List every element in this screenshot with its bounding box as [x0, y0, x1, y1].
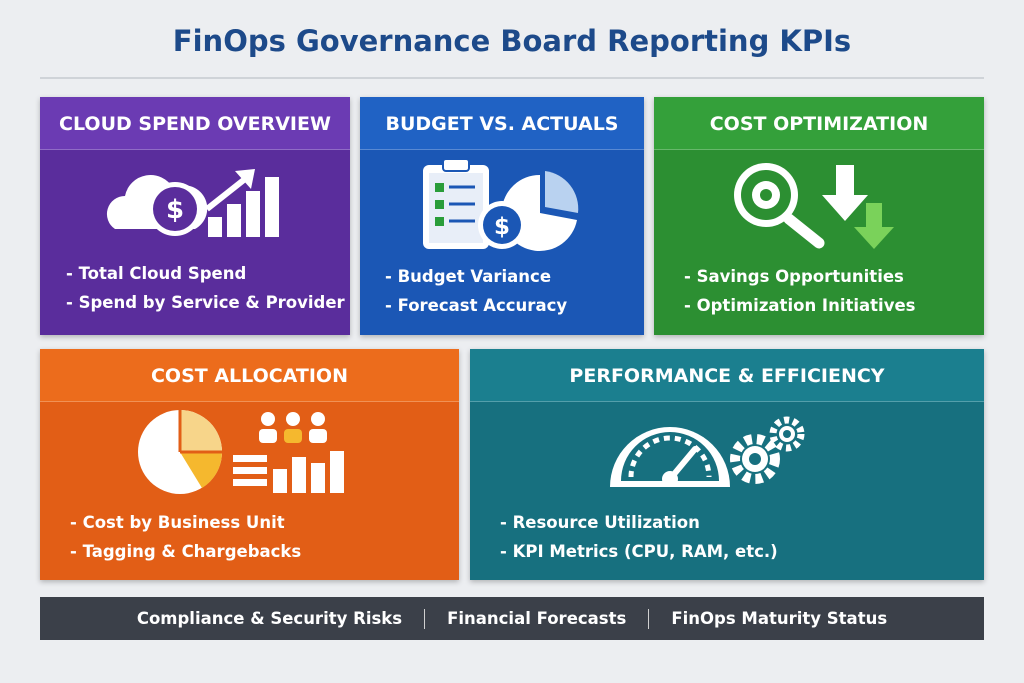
divider	[40, 77, 984, 79]
icon: $	[106, 169, 279, 237]
kpi-item: - Forecast Accuracy	[385, 296, 568, 315]
icon	[138, 410, 344, 494]
kpi-item: - Spend by Service & Provider	[66, 293, 345, 312]
footer-item: Financial Forecasts	[447, 609, 627, 628]
footer-bar: Compliance & Security Risks Financial Fo…	[40, 597, 984, 640]
title: FinOps Governance Board Reporting KPIs	[172, 24, 852, 58]
separator	[424, 608, 426, 629]
card-title: COST ALLOCATION	[40, 349, 459, 402]
card-title: PERFORMANCE & EFFICIENCY	[470, 349, 984, 402]
separator	[648, 608, 650, 629]
icon	[734, 163, 894, 249]
kpi-item: - Savings Opportunities	[684, 267, 904, 286]
card: PERFORMANCE & EFFICIENCY - Resource Util…	[470, 349, 984, 580]
footer-item: FinOps Maturity Status	[671, 609, 888, 628]
card: COST OPTIMIZATION - Savings Opportunitie…	[654, 97, 984, 335]
kpi-item: - Resource Utilization	[500, 513, 700, 532]
card-title: CLOUD SPEND OVERVIEW	[40, 97, 350, 150]
svg-text:$: $	[494, 214, 510, 240]
card-title: BUDGET VS. ACTUALS	[360, 97, 644, 150]
icon: $	[423, 158, 579, 251]
icon	[610, 416, 805, 487]
kpi-list: - Budget Variance - Forecast Accuracy	[385, 262, 567, 320]
kpi-item: - KPI Metrics (CPU, RAM, etc.)	[500, 542, 778, 561]
card: COST ALLOCATION - Cost by Business Unit …	[40, 349, 459, 580]
footer-item: Compliance & Security Risks	[136, 609, 403, 628]
kpi-list: - Savings Opportunities - Optimization I…	[684, 262, 915, 320]
kpi-list: - Resource Utilization - KPI Metrics (CP…	[500, 508, 778, 566]
kpi-item: - Budget Variance	[385, 267, 552, 286]
kpi-list: - Cost by Business Unit - Tagging & Char…	[70, 508, 301, 566]
kpi-item: - Optimization Initiatives	[684, 296, 916, 315]
card: BUDGET VS. ACTUALS $ - Budget Variance -…	[360, 97, 644, 335]
kpi-list: - Total Cloud Spend - Spend by Service &…	[66, 259, 345, 317]
card: CLOUD SPEND OVERVIEW $ - Total Cloud Spe…	[40, 97, 350, 335]
kpi-item: - Tagging & Chargebacks	[70, 542, 302, 561]
kpi-item: - Cost by Business Unit	[70, 513, 285, 532]
svg-text:$: $	[166, 195, 184, 225]
kpi-item: - Total Cloud Spend	[66, 264, 247, 283]
card-title: COST OPTIMIZATION	[654, 97, 984, 150]
